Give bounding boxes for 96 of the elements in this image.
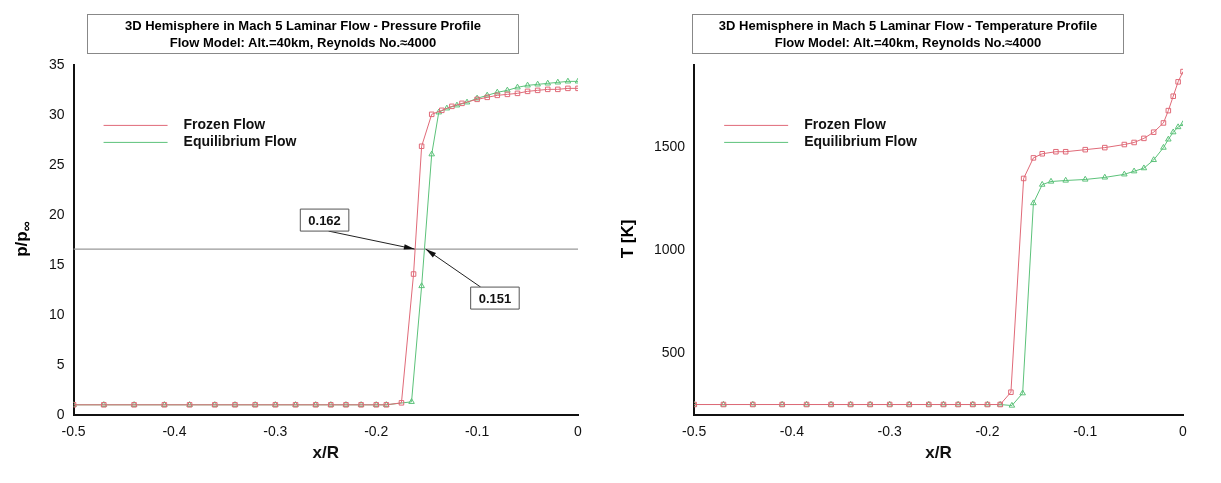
point	[449, 103, 455, 110]
x-tick-label: -0.3	[877, 423, 902, 440]
legend-label: Equilibrium Flow	[183, 133, 297, 150]
point	[1038, 180, 1046, 187]
point	[554, 78, 562, 85]
point	[1062, 176, 1069, 183]
y-tick-label: 0	[56, 405, 65, 422]
point	[524, 88, 531, 95]
y-tick-label: 10	[48, 305, 65, 322]
x-tick-label: -0.1	[465, 423, 490, 440]
x-axis-title: x/R	[312, 443, 340, 463]
point	[1053, 148, 1059, 155]
annotation: 0.162	[308, 212, 341, 228]
x-tick-label: -0.4	[779, 423, 805, 440]
y-tick-label: 15	[48, 255, 65, 272]
legend-label: Frozen Flow	[183, 116, 266, 133]
x-tick-label: -0.2	[364, 423, 389, 440]
point	[544, 79, 552, 86]
point	[1082, 146, 1088, 153]
point	[1008, 401, 1016, 408]
point	[565, 85, 571, 92]
chart-title: 3D Hemisphere in Mach 5 Laminar Flow - Temperature Profile	[717, 17, 1099, 34]
chart-subtitle: Flow Model: Alt.=40km, Reynolds No.≈4000	[168, 34, 438, 51]
point	[1030, 199, 1037, 206]
y-tick-label: 35	[48, 56, 65, 73]
point	[514, 83, 521, 90]
point	[418, 282, 425, 289]
point	[524, 81, 531, 88]
y-tick-label: 500	[661, 344, 686, 360]
x-tick-label: -0.5	[61, 423, 86, 440]
point	[544, 86, 551, 93]
point	[1020, 175, 1027, 182]
legend-label: Frozen Flow	[804, 116, 886, 133]
chart-subtitle: Flow Model: Alt.=40km, Reynolds No.≈4000	[773, 34, 1043, 51]
point	[410, 271, 417, 277]
point	[1169, 128, 1177, 135]
point	[1165, 135, 1172, 142]
point	[408, 398, 415, 404]
point	[1008, 389, 1014, 395]
chart-title: 3D Hemisphere in Mach 5 Laminar Flow - Pressure Profile	[123, 17, 483, 34]
point	[564, 77, 572, 84]
x-tick-label: -0.3	[263, 423, 288, 440]
point	[428, 111, 435, 118]
legend-label: Equilibrium Flow	[804, 133, 918, 150]
point	[1160, 120, 1167, 126]
point	[435, 108, 443, 115]
point	[1102, 144, 1108, 151]
y-tick-label: 1000	[653, 241, 686, 258]
x-tick-label: -0.4	[162, 423, 187, 440]
y-tick-label: 1500	[653, 138, 686, 155]
point	[443, 104, 451, 111]
point	[1174, 123, 1182, 130]
point	[428, 150, 435, 157]
point	[1141, 135, 1147, 142]
point	[453, 101, 461, 108]
x-tick-label: -0.2	[975, 423, 1000, 440]
point	[534, 87, 541, 94]
point	[1047, 177, 1055, 184]
point	[1150, 156, 1157, 163]
point	[1039, 151, 1045, 157]
point	[1165, 107, 1172, 114]
point	[418, 143, 425, 150]
point	[1150, 129, 1157, 135]
y-tick-label: 20	[48, 206, 65, 222]
point	[1175, 79, 1181, 85]
point	[463, 98, 471, 105]
annotation: 0.151	[478, 290, 512, 306]
point	[1160, 143, 1167, 150]
point	[1081, 175, 1089, 182]
point	[1101, 173, 1109, 180]
point	[1062, 148, 1069, 155]
point	[514, 90, 521, 97]
point	[1030, 155, 1037, 161]
point	[504, 91, 511, 98]
x-tick-label: 0	[574, 423, 583, 440]
x-axis-title: x/R	[925, 443, 952, 463]
point	[459, 100, 465, 107]
x-tick-label: -0.5	[682, 423, 707, 440]
point	[1019, 389, 1026, 396]
y-axis-title: T [K]	[618, 219, 638, 259]
point	[1140, 164, 1148, 171]
y-tick-label: 5	[56, 355, 65, 372]
point	[1170, 93, 1176, 99]
point	[555, 86, 561, 93]
point	[494, 92, 501, 99]
x-tick-label: -0.1	[1073, 423, 1098, 440]
point	[439, 107, 445, 114]
y-tick-label: 30	[48, 106, 65, 123]
point	[1121, 170, 1128, 177]
point	[1130, 167, 1138, 174]
point	[534, 80, 541, 87]
y-tick-label: 25	[48, 156, 65, 173]
point	[398, 400, 405, 406]
point	[1121, 141, 1128, 148]
x-tick-label: 0	[1179, 423, 1188, 440]
point	[1131, 139, 1137, 146]
